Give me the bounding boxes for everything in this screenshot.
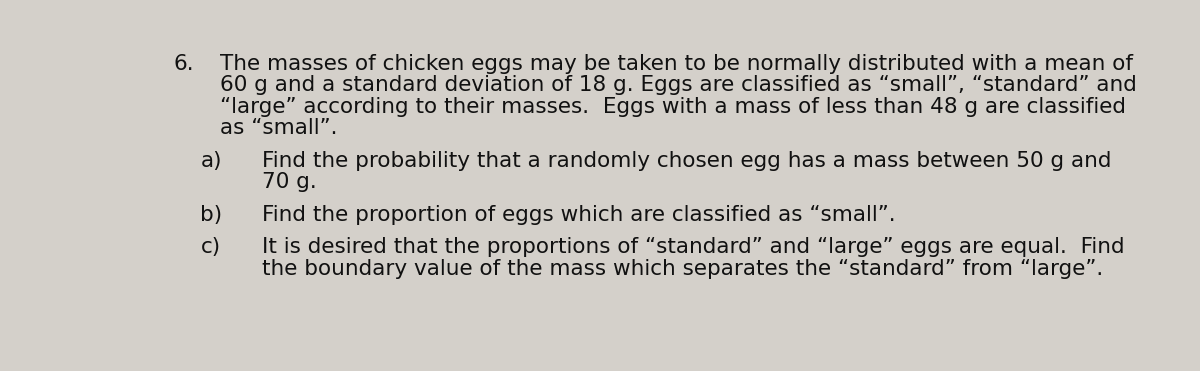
Text: the boundary value of the mass which separates the “standard” from “large”.: the boundary value of the mass which sep… (263, 259, 1104, 279)
Text: 70 g.: 70 g. (263, 173, 317, 192)
Text: “large” according to their masses.  Eggs with a mass of less than 48 g are class: “large” according to their masses. Eggs … (220, 97, 1126, 117)
Text: a): a) (200, 151, 222, 171)
Text: 60 g and a standard deviation of 18 g. Eggs are classified as “small”, “standard: 60 g and a standard deviation of 18 g. E… (220, 75, 1136, 95)
Text: The masses of chicken eggs may be taken to be normally distributed with a mean o: The masses of chicken eggs may be taken … (220, 54, 1133, 74)
Text: as “small”.: as “small”. (220, 118, 337, 138)
Text: c): c) (200, 237, 221, 257)
Text: It is desired that the proportions of “standard” and “large” eggs are equal.  Fi: It is desired that the proportions of “s… (263, 237, 1126, 257)
Text: Find the probability that a randomly chosen egg has a mass between 50 g and: Find the probability that a randomly cho… (263, 151, 1112, 171)
Text: b): b) (200, 205, 222, 225)
Text: 6.: 6. (173, 54, 194, 74)
Text: Find the proportion of eggs which are classified as “small”.: Find the proportion of eggs which are cl… (263, 205, 896, 225)
